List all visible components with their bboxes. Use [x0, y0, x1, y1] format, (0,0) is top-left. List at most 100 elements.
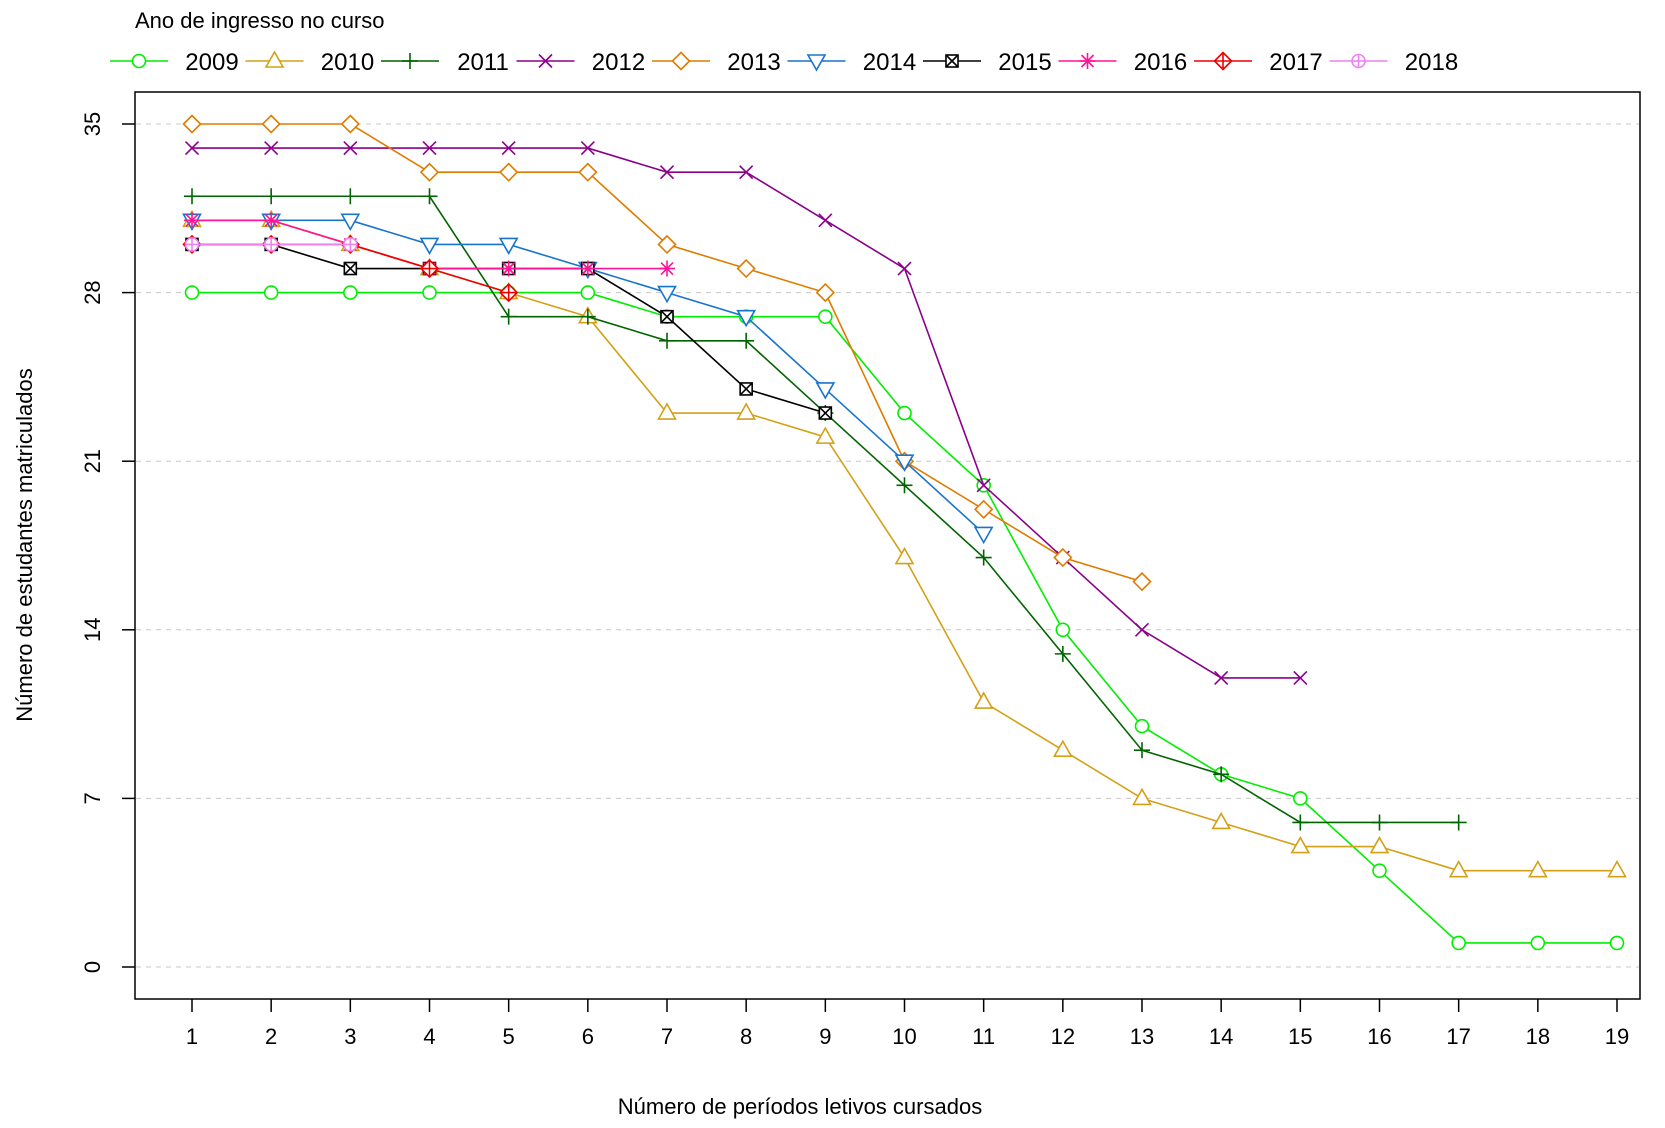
legend-label: 2010: [321, 49, 374, 76]
x-tick-label: 19: [1605, 1024, 1629, 1049]
x-tick-label: 14: [1209, 1024, 1233, 1049]
x-tick-label: 6: [582, 1024, 594, 1049]
legend-item-2018: 2018: [1329, 49, 1458, 76]
legend-marker: [1351, 53, 1366, 69]
data-point: [818, 406, 833, 420]
legend-item-2016: 2016: [1058, 49, 1187, 76]
x-tick-label: 9: [819, 1024, 831, 1049]
legend-marker: [1079, 53, 1096, 69]
x-tick-label: 13: [1130, 1024, 1154, 1049]
legend-label: 2014: [863, 49, 916, 76]
data-point: [1450, 814, 1467, 831]
legend-marker: [131, 53, 147, 69]
data-point: [340, 213, 361, 231]
x-tick-label: 18: [1526, 1024, 1550, 1049]
data-point: [1609, 935, 1625, 951]
data-point: [421, 188, 438, 205]
data-point: [973, 691, 994, 709]
data-point: [340, 114, 360, 134]
data-point: [657, 234, 677, 255]
legend-label: 2015: [998, 49, 1051, 76]
legend-item-2017: 2017: [1194, 49, 1323, 76]
y-tick-label: 0: [80, 961, 105, 973]
legend-label: 2009: [185, 49, 238, 76]
data-point: [419, 162, 440, 182]
data-point: [184, 188, 200, 205]
data-point: [736, 402, 757, 420]
data-point: [343, 285, 358, 300]
data-point: [896, 477, 913, 494]
data-point: [580, 141, 595, 156]
data-point: [1290, 835, 1311, 854]
data-point: [1530, 935, 1546, 951]
data-point: [264, 141, 279, 156]
data-point: [1052, 739, 1073, 758]
data-point: [343, 141, 358, 156]
legend-label: 2011: [457, 49, 509, 76]
legend-label: 2016: [1134, 49, 1187, 76]
data-point: [263, 285, 279, 300]
legend-title: Ano de ingresso no curso: [135, 8, 385, 33]
data-point: [657, 285, 677, 304]
data-point: [342, 188, 359, 205]
legend-marker: [1213, 51, 1233, 71]
data-point: [498, 237, 519, 256]
legend-label: 2012: [592, 49, 645, 76]
data-point: [500, 308, 517, 325]
series-2013: [182, 114, 1152, 592]
legend-item-2014: 2014: [787, 49, 916, 76]
legend-marker: [806, 54, 827, 72]
data-point: [1211, 811, 1232, 830]
data-point: [1213, 766, 1230, 783]
x-tick-label: 5: [503, 1024, 515, 1049]
data-point: [263, 212, 280, 229]
x-tick-label: 2: [265, 1024, 277, 1049]
y-tick-label: 21: [80, 449, 105, 473]
data-point: [1134, 718, 1150, 734]
data-point: [419, 258, 440, 279]
data-point: [1053, 547, 1073, 568]
legend-item-2013: 2013: [652, 49, 781, 76]
data-point: [1054, 645, 1071, 662]
data-point: [1134, 742, 1150, 759]
x-axis: 1 2 3 4 5 6 7 8 9 10 11 12 13 14 15 16 17 18 19: [186, 999, 1629, 1049]
legend-marker: [671, 51, 691, 71]
y-axis: 0 7 14 21 28 35: [80, 112, 135, 973]
data-point: [659, 260, 675, 277]
y-tick-label: 7: [80, 792, 105, 804]
data-point: [343, 261, 358, 276]
series-2012: [184, 141, 1308, 686]
data-point: [184, 212, 200, 229]
data-point: [974, 499, 994, 520]
data-point: [261, 114, 281, 134]
data-point: [1293, 670, 1308, 686]
data-point: [1369, 835, 1390, 854]
series-2010: [182, 209, 1627, 878]
data-point: [976, 478, 991, 493]
series-2018: [184, 237, 358, 252]
data-point: [1132, 571, 1152, 592]
data-point: [419, 237, 440, 256]
data-point: [184, 237, 200, 252]
data-point: [578, 162, 598, 182]
data-point: [818, 309, 833, 324]
data-point: [660, 309, 674, 324]
data-point: [1292, 814, 1309, 831]
plot-frame: [134, 91, 1641, 1000]
data-point: [182, 114, 202, 134]
legend-label: 2018: [1405, 49, 1458, 76]
data-point: [738, 332, 755, 349]
data-point: [659, 332, 675, 349]
data-point: [499, 162, 519, 182]
data-point: [1372, 863, 1387, 878]
series-2009: [184, 285, 1625, 951]
x-tick-label: 8: [740, 1024, 752, 1049]
y-tick-label: 14: [80, 618, 105, 642]
data-point: [1214, 670, 1229, 686]
data-point: [739, 382, 753, 396]
legend-item-2009: 2009: [110, 49, 239, 76]
data-point: [1607, 860, 1627, 878]
legend-item-2015: 2015: [923, 49, 1052, 76]
data-point: [1293, 791, 1308, 806]
